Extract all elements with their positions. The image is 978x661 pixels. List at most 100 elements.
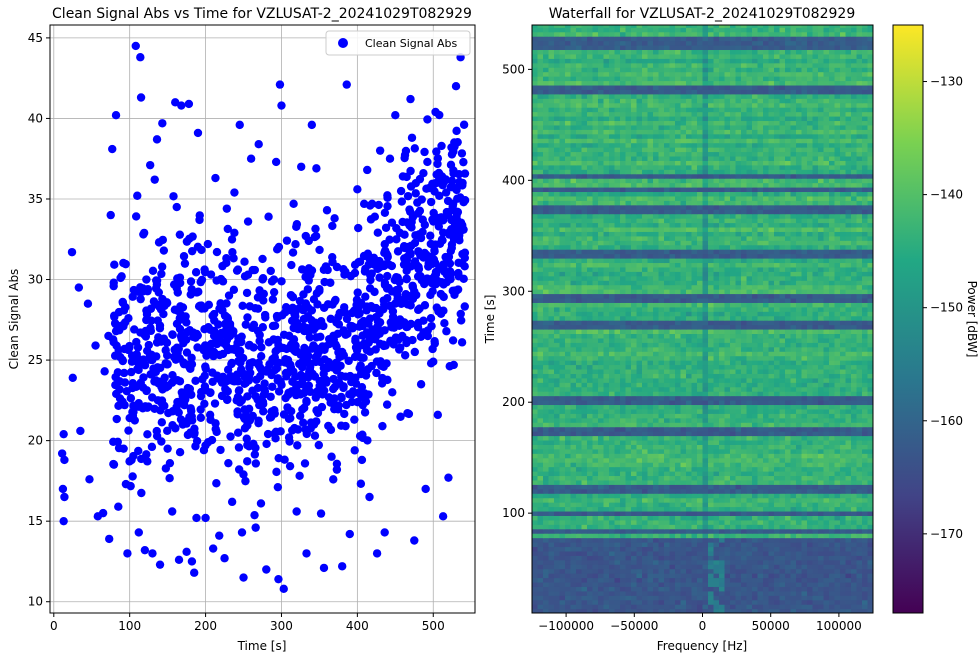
waterfall-cell	[796, 431, 803, 437]
scatter-point	[223, 365, 233, 374]
waterfall-cell	[774, 453, 781, 459]
waterfall-cell	[840, 510, 847, 516]
waterfall-cell	[554, 510, 561, 516]
waterfall-cell	[669, 533, 676, 539]
waterfall-cell	[548, 595, 555, 601]
scatter-point	[288, 303, 297, 313]
waterfall-cell	[719, 457, 726, 463]
scatter-point	[433, 410, 443, 420]
waterfall-cell	[790, 555, 797, 561]
scatter-point	[420, 220, 430, 230]
scatter-point	[258, 275, 267, 284]
waterfall-cell	[867, 528, 873, 534]
waterfall-cell	[609, 475, 616, 481]
waterfall-cell	[581, 586, 588, 592]
waterfall-cell	[829, 408, 836, 414]
waterfall-cell	[548, 431, 555, 437]
waterfall-cell	[565, 493, 572, 499]
waterfall-cell	[834, 431, 841, 437]
waterfall-cell	[642, 404, 649, 410]
waterfall-cell	[702, 550, 709, 556]
waterfall-cell	[746, 444, 753, 450]
waterfall-cell	[746, 510, 753, 516]
waterfall-cell	[719, 386, 726, 392]
waterfall-cell	[752, 599, 759, 605]
waterfall-cell	[598, 568, 605, 574]
waterfall-cell	[796, 528, 803, 534]
waterfall-cell	[768, 368, 775, 374]
scatter-point	[223, 395, 232, 404]
waterfall-cell	[647, 497, 654, 503]
waterfall-cell	[543, 377, 550, 383]
scatter-point	[210, 399, 220, 408]
waterfall-cell	[614, 586, 621, 592]
waterfall-cell	[823, 581, 830, 587]
waterfall-cell	[691, 439, 698, 445]
waterfall-cell	[675, 524, 682, 530]
waterfall-cell	[559, 417, 566, 423]
scatter-point	[311, 393, 321, 402]
waterfall-cell	[565, 435, 572, 441]
waterfall-cell	[796, 546, 803, 552]
waterfall-cell	[719, 435, 726, 441]
waterfall-cell	[570, 608, 577, 613]
scatter-point	[350, 268, 360, 278]
waterfall-cell	[631, 377, 638, 383]
waterfall-cell	[554, 382, 561, 388]
waterfall-cell	[532, 581, 539, 587]
waterfall-cell	[554, 497, 561, 503]
waterfall-cell	[785, 497, 792, 503]
waterfall-cell	[592, 439, 599, 445]
scatter-point	[240, 257, 249, 266]
waterfall-cell	[834, 493, 841, 499]
waterfall-cell	[642, 559, 649, 565]
scatter-point	[211, 173, 220, 183]
waterfall-cell	[741, 519, 748, 525]
scatter-point	[113, 437, 122, 447]
waterfall-cell	[669, 408, 676, 414]
scatter-point	[140, 545, 150, 555]
waterfall-cell	[532, 497, 539, 503]
waterfall-cell	[609, 413, 616, 419]
scatter-point	[328, 257, 337, 267]
waterfall-cell	[691, 555, 698, 561]
waterfall-cell	[752, 386, 759, 392]
waterfall-cell	[675, 573, 682, 579]
waterfall-cell	[840, 408, 847, 414]
waterfall-cell	[862, 368, 869, 374]
waterfall-cell	[647, 373, 654, 379]
waterfall-cell	[697, 519, 704, 525]
waterfall-cell	[603, 448, 610, 454]
waterfall-cell	[818, 431, 825, 437]
waterfall-cell	[680, 439, 687, 445]
waterfall-cell	[548, 470, 555, 477]
waterfall-cell	[631, 590, 638, 596]
waterfall-cell	[614, 519, 621, 525]
scatter-point	[345, 390, 354, 399]
scatter-y-tick-label: 10	[28, 595, 43, 609]
waterfall-cell	[686, 488, 693, 494]
waterfall-cell	[548, 502, 555, 508]
waterfall-cell	[675, 413, 682, 419]
waterfall-cell	[812, 422, 819, 428]
waterfall-cell	[603, 426, 610, 432]
waterfall-cell	[785, 493, 792, 499]
waterfall-cell	[609, 417, 616, 423]
waterfall-cell	[867, 377, 873, 383]
waterfall-cell	[697, 417, 704, 423]
waterfall-cell	[867, 422, 873, 428]
waterfall-cell	[845, 493, 852, 499]
waterfall-cell	[697, 408, 704, 414]
waterfall-cell	[543, 484, 550, 490]
waterfall-cell	[598, 470, 605, 477]
waterfall-cell	[845, 581, 852, 587]
waterfall-cell	[735, 524, 742, 530]
waterfall-cell	[746, 377, 753, 383]
scatter-point	[373, 228, 383, 237]
waterfall-cell	[636, 417, 643, 423]
waterfall-cell	[559, 546, 566, 552]
waterfall-cell	[587, 546, 594, 552]
waterfall-cell	[840, 502, 847, 508]
waterfall-cell	[548, 377, 555, 383]
waterfall-cell	[565, 608, 572, 613]
